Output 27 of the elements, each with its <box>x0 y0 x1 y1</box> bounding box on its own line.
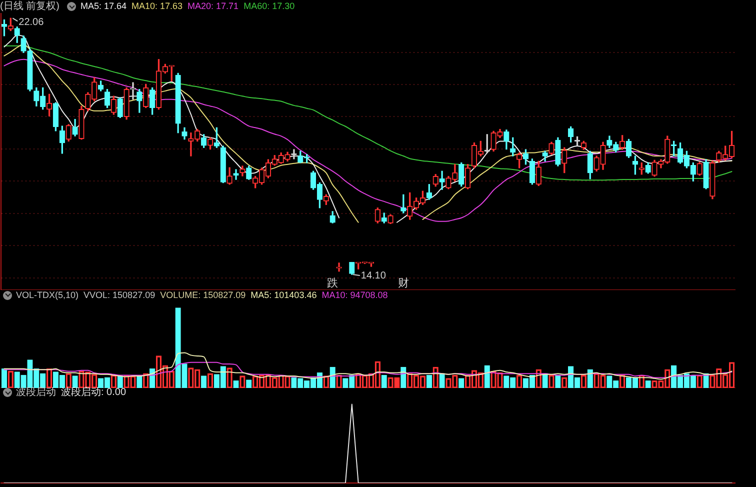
text: MA20: 17.71 <box>188 1 239 12</box>
bar <box>555 374 561 388</box>
candlestick <box>439 170 445 190</box>
text: 跌 <box>327 278 338 290</box>
text: MA10: 94708.08 <box>322 290 388 300</box>
chart-title: (日线 前复权) <box>0 1 60 12</box>
bar <box>200 376 207 388</box>
text: 14.10 <box>360 270 386 282</box>
chart-title: 波段启动 <box>16 387 56 398</box>
bar <box>381 374 387 388</box>
bar <box>136 376 142 388</box>
text: MA10: 17.63 <box>131 1 183 12</box>
chart-title: VOL-TDX(5,10) <box>16 290 79 300</box>
annotation: VOLUME: 150827.09 <box>160 290 246 300</box>
bar <box>484 365 490 388</box>
bar <box>458 378 464 388</box>
text: 波段启动: 0.00 <box>61 387 126 398</box>
bar <box>439 373 445 388</box>
text: MA60: 17.30 <box>244 1 295 12</box>
text: MA5: 101403.46 <box>250 290 317 300</box>
bar <box>117 376 123 388</box>
text: MA5: 17.64 <box>80 1 126 12</box>
bar <box>426 374 432 388</box>
text: 22.06 <box>18 16 44 28</box>
text: 财 <box>398 278 409 290</box>
bar <box>72 376 78 388</box>
chart-subtitle: VVOL: 150827.09 <box>84 290 156 300</box>
